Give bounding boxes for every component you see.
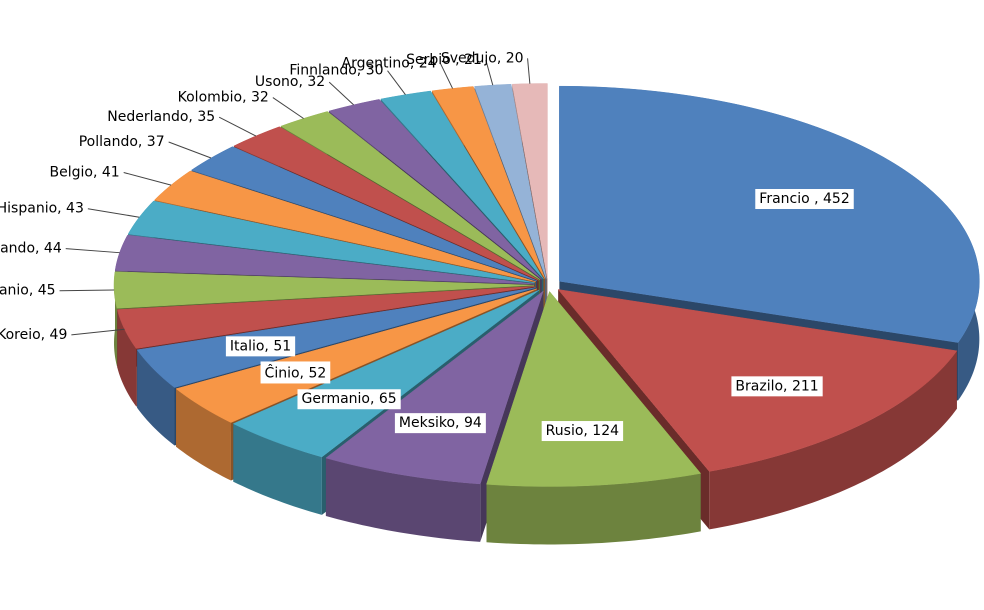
leader-line [218,116,257,137]
slice-side [486,473,701,545]
slice [233,126,539,281]
data-label-box [394,413,486,434]
slice-side [709,350,957,530]
slice [325,290,544,485]
data-label: Pollando, 37 [79,134,165,150]
data-label: Kolombio, 32 [178,90,269,106]
data-label: Japanio, 45 [0,283,56,299]
data-label-box [755,189,854,210]
data-label: Argentino, 24 [342,56,437,72]
data-label-box [731,376,823,397]
slice [431,86,546,279]
data-label: Francio , 452 [759,191,849,207]
leader-line [272,97,304,119]
leader-line [65,248,120,254]
data-label: Rusio, 124 [546,423,619,439]
data-label-box [225,336,296,357]
data-label: Svislando, 44 [0,241,62,257]
slice [280,111,541,280]
data-label: Finnlando, 30 [289,63,383,79]
slice [113,271,535,309]
data-label: Svedujo, 20 [441,50,524,66]
data-label: Belgio, 41 [50,165,120,181]
slice [154,170,536,283]
slice-side [233,423,322,515]
data-label-box [297,389,401,410]
slice [175,288,537,423]
slice [559,85,980,343]
data-label: Meksiko, 94 [399,415,482,431]
slice [380,90,544,280]
slice-tops [113,83,980,487]
data-label: Serbio , 21 [406,52,482,68]
slice [190,146,538,282]
leader-line [87,208,140,218]
data-label: Nederlando, 35 [107,109,215,125]
leader-line [440,63,454,89]
slice-side [176,388,231,481]
leader-line [485,59,494,86]
data-label: Sud-Koreio, 49 [0,327,67,343]
slice [512,83,548,279]
labels: Francio , 452 Brazilo, 211 Rusio, 124 Meksi… [0,50,854,442]
data-label: Brazilo, 211 [735,378,818,394]
leader-line [123,172,172,186]
slice-side [117,309,137,407]
leader-line [328,81,354,106]
data-label: Italio, 51 [230,338,291,354]
leader-line [527,58,531,84]
slice [328,99,542,280]
slice [136,287,536,388]
leader-line [168,141,212,159]
data-label: Hispanio, 43 [0,201,84,217]
slice [474,83,547,279]
slice [127,200,535,284]
data-label: Germanio, 65 [301,391,396,407]
leader-line [387,70,406,95]
slice-side [325,457,481,542]
data-label-box [541,421,624,442]
leader-line [71,328,125,336]
data-label: Ĉinio, 52 [265,363,327,381]
slice [117,286,535,349]
data-label-box [260,361,331,384]
slice [232,289,540,458]
slice [486,290,702,487]
leader-line [59,289,115,292]
data-label: Usono, 32 [255,74,325,90]
slice-side [137,349,175,446]
